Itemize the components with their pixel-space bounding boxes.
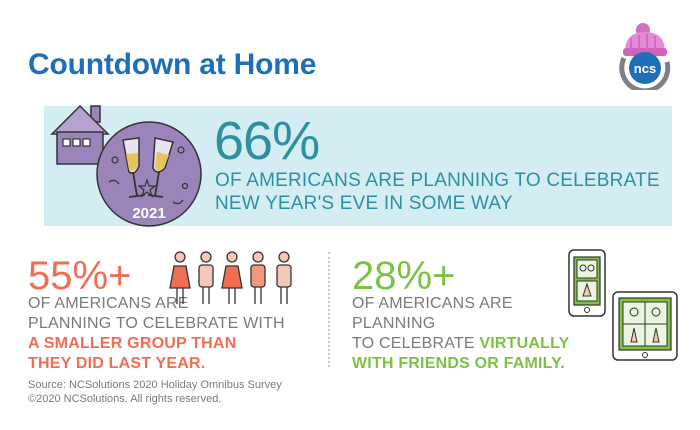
year-label: 2021 — [132, 205, 165, 222]
logo-text: ncs — [634, 61, 656, 76]
stat-66-description: OF AMERICANS ARE PLANNING TO CELEBRATE N… — [215, 169, 675, 215]
stat-28-line-2: TO CELEBRATE VIRTUALLY — [352, 334, 572, 354]
stat-28-description: OF AMERICANS ARE PLANNING TO CELEBRATE V… — [352, 294, 572, 374]
stat-55-description: OF AMERICANS ARE PLANNING TO CELEBRATE W… — [28, 294, 318, 374]
stat-28-line-1: OF AMERICANS ARE PLANNING — [352, 295, 513, 332]
source-text: Source: NCSolutions 2020 Holiday Omnibus… — [28, 379, 282, 391]
stat-66-value: 66% — [214, 111, 320, 171]
stat-28-value: 28%+ — [352, 254, 456, 298]
page-title: Countdown at Home — [28, 48, 317, 81]
people-group-icon — [169, 251, 292, 304]
champagne-toast-icon: 2021 — [96, 121, 202, 227]
copyright-text: ©2020 NCSolutions. All rights reserved. — [28, 393, 222, 405]
stat-28-line-2-plain: TO CELEBRATE — [352, 335, 480, 352]
stat-55-value: 55%+ — [28, 254, 132, 298]
source-footer: Source: NCSolutions 2020 Holiday Omnibus… — [28, 378, 282, 406]
stat-55-line-4: THEY DID LAST YEAR. — [28, 355, 206, 372]
stat-55-line-1: OF AMERICANS ARE — [28, 295, 189, 312]
stat-55-line-2: PLANNING TO CELEBRATE WITH — [28, 315, 285, 332]
video-call-devices-icon — [568, 249, 678, 361]
ncs-logo-icon: ncs — [619, 23, 671, 90]
stat-66-line-2: NEW YEAR'S EVE IN SOME WAY — [215, 193, 513, 214]
stat-55-line-3: A SMALLER GROUP THAN — [28, 335, 237, 352]
stat-28-line-3: WITH FRIENDS OR FAMILY. — [352, 355, 565, 372]
house-icon — [50, 104, 110, 165]
section-divider — [328, 252, 330, 367]
stat-28-line-2-highlight: VIRTUALLY — [479, 335, 570, 352]
stat-66-line-1: OF AMERICANS ARE PLANNING TO CELEBRATE — [215, 170, 660, 191]
